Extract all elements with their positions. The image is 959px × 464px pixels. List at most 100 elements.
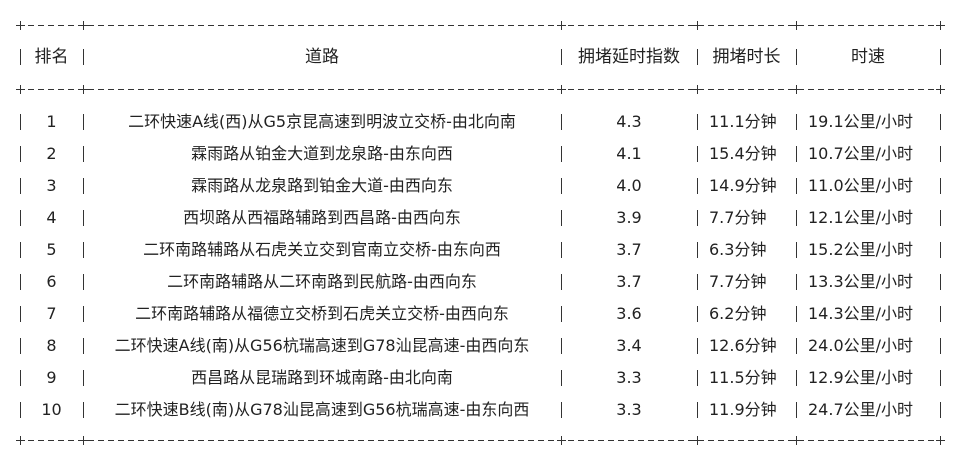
- column-divider: [20, 242, 21, 258]
- column-divider: [20, 338, 21, 354]
- cell-rank: 2: [46, 144, 57, 163]
- column-divider: [796, 210, 797, 226]
- column-divider: [796, 402, 797, 418]
- column-divider: [697, 178, 698, 194]
- header-rank: 排名: [34, 47, 69, 67]
- cell-rank: 8: [46, 336, 57, 355]
- table-row: 8 二环快速A线(南)从G56杭瑞高速到G78汕昆高速-由西向东 3.4 12.6分钟…: [0, 330, 959, 362]
- column-divider: [20, 178, 21, 194]
- column-divider: [20, 274, 21, 290]
- border-corner: [693, 436, 702, 445]
- table-row: 10 二环快速B线(南)从G78汕昆高速到G56杭瑞高速-由东向西 3.3 11.9分…: [0, 394, 959, 426]
- cell-speed: 11.0公里/小时: [808, 176, 914, 195]
- column-divider: [83, 370, 84, 386]
- column-divider: [561, 242, 562, 258]
- table-row: 5 二环南路辅路从石虎关立交到官南立交桥-由东向西 3.7 6.3分钟 15.2公里/小…: [0, 234, 959, 266]
- cell-speed: 15.2公里/小时: [808, 240, 914, 259]
- column-divider: [561, 49, 562, 65]
- column-divider: [796, 114, 797, 130]
- cell-speed: 13.3公里/小时: [808, 272, 914, 291]
- cell-delay-index: 4.1: [616, 144, 642, 163]
- cell-duration: 11.5分钟: [709, 368, 777, 387]
- column-divider: [83, 306, 84, 322]
- cell-speed: 24.7公里/小时: [808, 400, 914, 419]
- cell-duration: 14.9分钟: [709, 176, 777, 195]
- cell-duration: 11.9分钟: [709, 400, 777, 419]
- column-divider: [697, 114, 698, 130]
- column-divider: [940, 146, 941, 162]
- column-divider: [697, 274, 698, 290]
- table-header: 排名 道路 拥堵延时指数 拥堵时长 时速: [0, 41, 959, 73]
- column-divider: [561, 178, 562, 194]
- cell-delay-index: 3.3: [616, 368, 642, 387]
- table-row: 4 西坝路从西福路辅路到西昌路-由西向东 3.9 7.7分钟 12.1公里/小时: [0, 202, 959, 234]
- cell-speed: 12.9公里/小时: [808, 368, 914, 387]
- border-corner: [792, 21, 801, 30]
- column-divider: [697, 49, 698, 65]
- column-divider: [796, 370, 797, 386]
- cell-road: 西坝路从西福路辅路到西昌路-由西向东: [183, 208, 461, 227]
- table-border: [18, 25, 941, 26]
- column-divider: [83, 242, 84, 258]
- column-divider: [940, 402, 941, 418]
- column-divider: [83, 402, 84, 418]
- column-divider: [796, 338, 797, 354]
- cell-speed: 19.1公里/小时: [808, 112, 914, 131]
- cell-duration: 7.7分钟: [709, 272, 767, 291]
- column-divider: [940, 49, 941, 65]
- column-divider: [697, 402, 698, 418]
- border-corner: [936, 85, 945, 94]
- cell-duration: 15.4分钟: [709, 144, 777, 163]
- column-divider: [796, 49, 797, 65]
- column-divider: [561, 402, 562, 418]
- column-divider: [940, 274, 941, 290]
- cell-road: 二环快速A线(南)从G56杭瑞高速到G78汕昆高速-由西向东: [114, 336, 530, 355]
- border-corner: [557, 21, 566, 30]
- table-row: 7 二环南路辅路从福德立交桥到石虎关立交桥-由西向东 3.6 6.2分钟 14.3公里/…: [0, 298, 959, 330]
- cell-delay-index: 3.7: [616, 272, 642, 291]
- column-divider: [796, 306, 797, 322]
- column-divider: [20, 146, 21, 162]
- border-corner: [792, 436, 801, 445]
- column-divider: [796, 242, 797, 258]
- header-speed: 时速: [851, 47, 885, 67]
- cell-delay-index: 3.3: [616, 400, 642, 419]
- cell-rank: 1: [46, 112, 57, 131]
- column-divider: [20, 114, 21, 130]
- border-corner: [936, 21, 945, 30]
- column-divider: [697, 306, 698, 322]
- column-divider: [561, 306, 562, 322]
- column-divider: [796, 274, 797, 290]
- border-corner: [79, 85, 88, 94]
- cell-duration: 12.6分钟: [709, 336, 777, 355]
- cell-rank: 3: [46, 176, 57, 195]
- column-divider: [20, 402, 21, 418]
- column-divider: [561, 370, 562, 386]
- border-corner: [16, 21, 25, 30]
- column-divider: [940, 306, 941, 322]
- table-border: [18, 89, 941, 90]
- cell-road: 二环南路辅路从二环南路到民航路-由西向东: [167, 272, 477, 291]
- border-corner: [936, 436, 945, 445]
- column-divider: [697, 370, 698, 386]
- cell-road: 西昌路从昆瑞路到环城南路-由北向南: [191, 368, 453, 387]
- column-divider: [83, 274, 84, 290]
- cell-rank: 6: [46, 272, 57, 291]
- cell-duration: 7.7分钟: [709, 208, 767, 227]
- table-row: 6 二环南路辅路从二环南路到民航路-由西向东 3.7 7.7分钟 13.3公里/小时: [0, 266, 959, 298]
- table-row: 9 西昌路从昆瑞路到环城南路-由北向南 3.3 11.5分钟 12.9公里/小时: [0, 362, 959, 394]
- cell-speed: 12.1公里/小时: [808, 208, 914, 227]
- column-divider: [796, 146, 797, 162]
- column-divider: [940, 370, 941, 386]
- cell-rank: 10: [41, 400, 62, 419]
- column-divider: [561, 338, 562, 354]
- column-divider: [940, 210, 941, 226]
- column-divider: [796, 178, 797, 194]
- cell-delay-index: 4.3: [616, 112, 642, 131]
- border-corner: [693, 85, 702, 94]
- cell-delay-index: 4.0: [616, 176, 642, 195]
- column-divider: [697, 338, 698, 354]
- header-delay-index: 拥堵延时指数: [578, 47, 680, 67]
- cell-road: 二环快速B线(南)从G78汕昆高速到G56杭瑞高速-由东向西: [114, 400, 530, 419]
- cell-duration: 6.3分钟: [709, 240, 767, 259]
